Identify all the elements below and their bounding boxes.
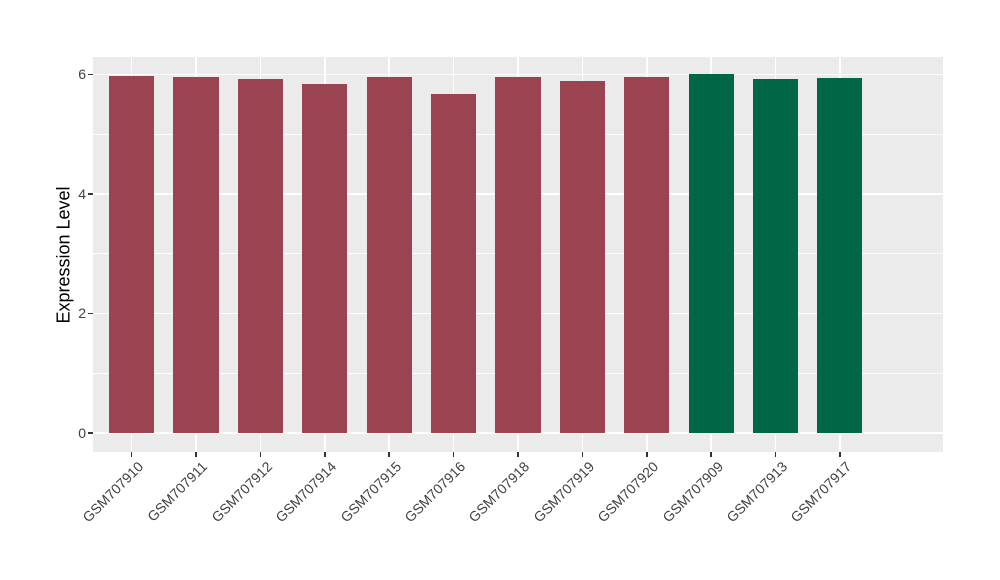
plot-panel [93,57,943,452]
x-tick-mark [324,452,326,457]
bar [624,76,670,433]
x-tick-label-text: GSM707911 [144,458,211,525]
bar [753,79,799,433]
bar [173,76,219,433]
x-tick-label-text: GSM707918 [465,458,533,526]
x-tick-label-text: GSM707912 [208,458,276,526]
bar [495,77,541,433]
x-tick-label-text: GSM707920 [594,458,662,526]
x-tick-label-text: GSM707909 [658,458,726,526]
y-tick-label: 0 [78,424,86,441]
x-tick-mark [388,452,390,457]
x-tick-label-text: GSM707913 [723,458,791,526]
x-tick-mark [839,452,841,457]
x-tick-label-text: GSM707914 [272,458,340,526]
x-tick-mark [452,452,455,457]
y-tick-label: 6 [78,66,86,83]
x-tick-mark [646,452,648,457]
x-tick-mark [517,452,519,457]
bar [109,75,155,433]
x-tick-mark [259,452,262,457]
x-tick-mark [581,452,584,457]
y-tick-label: 2 [78,305,86,322]
bar [237,78,283,433]
bar [817,77,863,433]
y-axis-title: Expression Level [53,185,74,324]
bar [431,94,477,433]
x-tick-label-text: GSM707910 [79,458,147,526]
x-tick-mark [195,452,197,457]
y-tick-mark [88,312,93,315]
x-tick-mark [774,452,777,457]
x-tick-label-text: GSM707917 [787,458,855,526]
bar [302,83,348,433]
bar [688,74,734,433]
bar [559,80,605,433]
y-tick-mark [88,193,93,195]
x-tick-mark [130,452,133,457]
bar [366,76,412,433]
x-tick-label-text: GSM707916 [401,458,469,526]
x-tick-label-text: GSM707915 [336,458,404,526]
y-tick-label: 4 [78,185,86,202]
y-tick-mark [88,73,93,76]
x-tick-mark [710,452,712,457]
x-tick-label-text: GSM707919 [530,458,597,526]
y-tick-mark [88,432,93,434]
